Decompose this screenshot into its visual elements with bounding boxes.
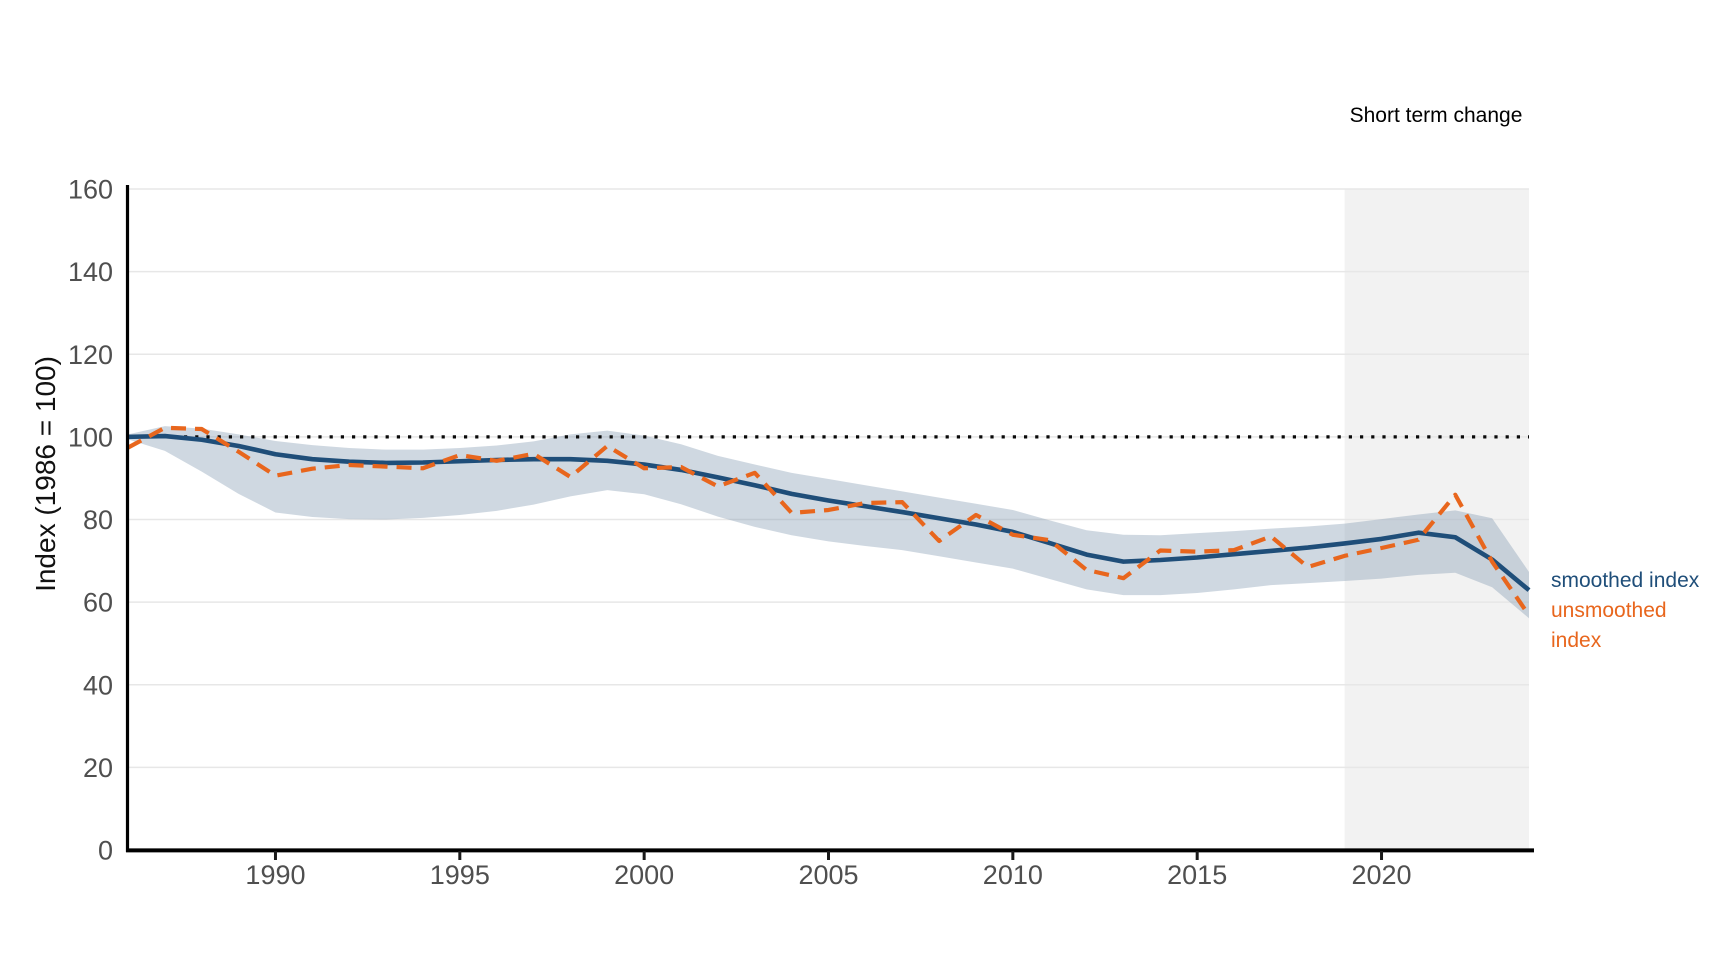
y-axis-title: Index (1986 = 100) [30,356,61,592]
y-tick-label: 140 [68,257,113,287]
x-tick-label: 2005 [798,860,858,890]
legend-unsmoothed-index: unsmoothed index [1551,599,1667,652]
y-tick-label: 60 [83,588,113,618]
y-tick-label: 80 [83,505,113,535]
confidence-band [128,426,1529,619]
x-tick-label: 1995 [430,860,490,890]
y-tick-label: 0 [98,836,113,866]
x-tick-label: 2015 [1167,860,1227,890]
x-tick-label: 2020 [1351,860,1411,890]
y-tick-label: 20 [83,753,113,783]
legend-smoothed-index: smoothed index [1551,569,1700,592]
smoothed-index-line [127,433,1531,592]
y-tick-label: 160 [68,175,113,205]
x-tick-label: 2000 [614,860,674,890]
legend: smoothed index unsmoothed index [1551,566,1718,656]
y-tick-label: 120 [68,340,113,370]
unsmoothed-index-line [127,425,1531,617]
x-tick-label: 1990 [245,860,305,890]
x-tick-label: 2010 [983,860,1043,890]
shaded-region-label: Short term change [1349,104,1523,127]
y-tick-label: 40 [83,670,113,700]
y-tick-label: 100 [68,422,113,452]
